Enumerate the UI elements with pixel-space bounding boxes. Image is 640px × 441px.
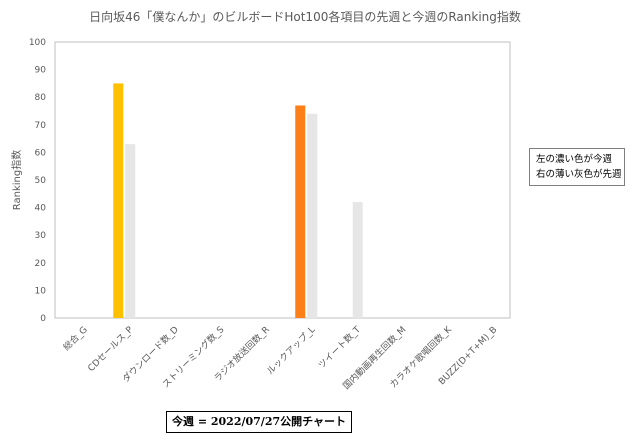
y-tick-label: 50: [35, 176, 47, 186]
legend-note-this-week: 左の濃い色が今週: [536, 154, 613, 165]
chart-date-label: 今週 = 2022/07/27公開チャート: [166, 411, 352, 433]
x-tick-label: 総合_G: [61, 324, 90, 353]
y-tick-label: 20: [35, 259, 47, 269]
plot-frame: [54, 41, 511, 319]
y-tick-label: 90: [35, 66, 47, 76]
y-tick-label: 0: [40, 314, 46, 324]
legend-note-last-week: 右の薄い灰色が先週: [536, 169, 622, 180]
y-tick-label: 100: [29, 38, 46, 48]
chart-title: 日向坂46「僕なんか」のビルボードHot100各項目の先週と今週のRanking…: [89, 9, 521, 24]
y-tick-label: 30: [35, 231, 47, 241]
bar-last-week-1: [125, 144, 136, 318]
x-tick-label: ツイート数_T: [315, 323, 363, 371]
legend-note: 左の濃い色が今週 右の薄い灰色が先週: [529, 148, 625, 186]
y-axis-label: Ranking指数: [10, 150, 23, 210]
bar-this-week-5: [295, 105, 306, 318]
bar-this-week-1: [113, 83, 124, 319]
y-tick-label: 80: [35, 93, 47, 103]
y-tick-label: 70: [35, 121, 47, 131]
x-tick-label: ルックアップ_L: [265, 324, 318, 377]
bar-last-week-5: [307, 113, 318, 318]
plot-area: 0102030405060708090100総合_GCDセールス_Pダウンロード…: [29, 38, 511, 392]
y-tick-label: 10: [35, 286, 47, 296]
y-tick-label: 60: [35, 148, 47, 158]
bar-last-week-6: [352, 202, 363, 318]
x-tick-label: CDセールス_P: [86, 324, 136, 374]
y-tick-label: 40: [35, 204, 47, 214]
